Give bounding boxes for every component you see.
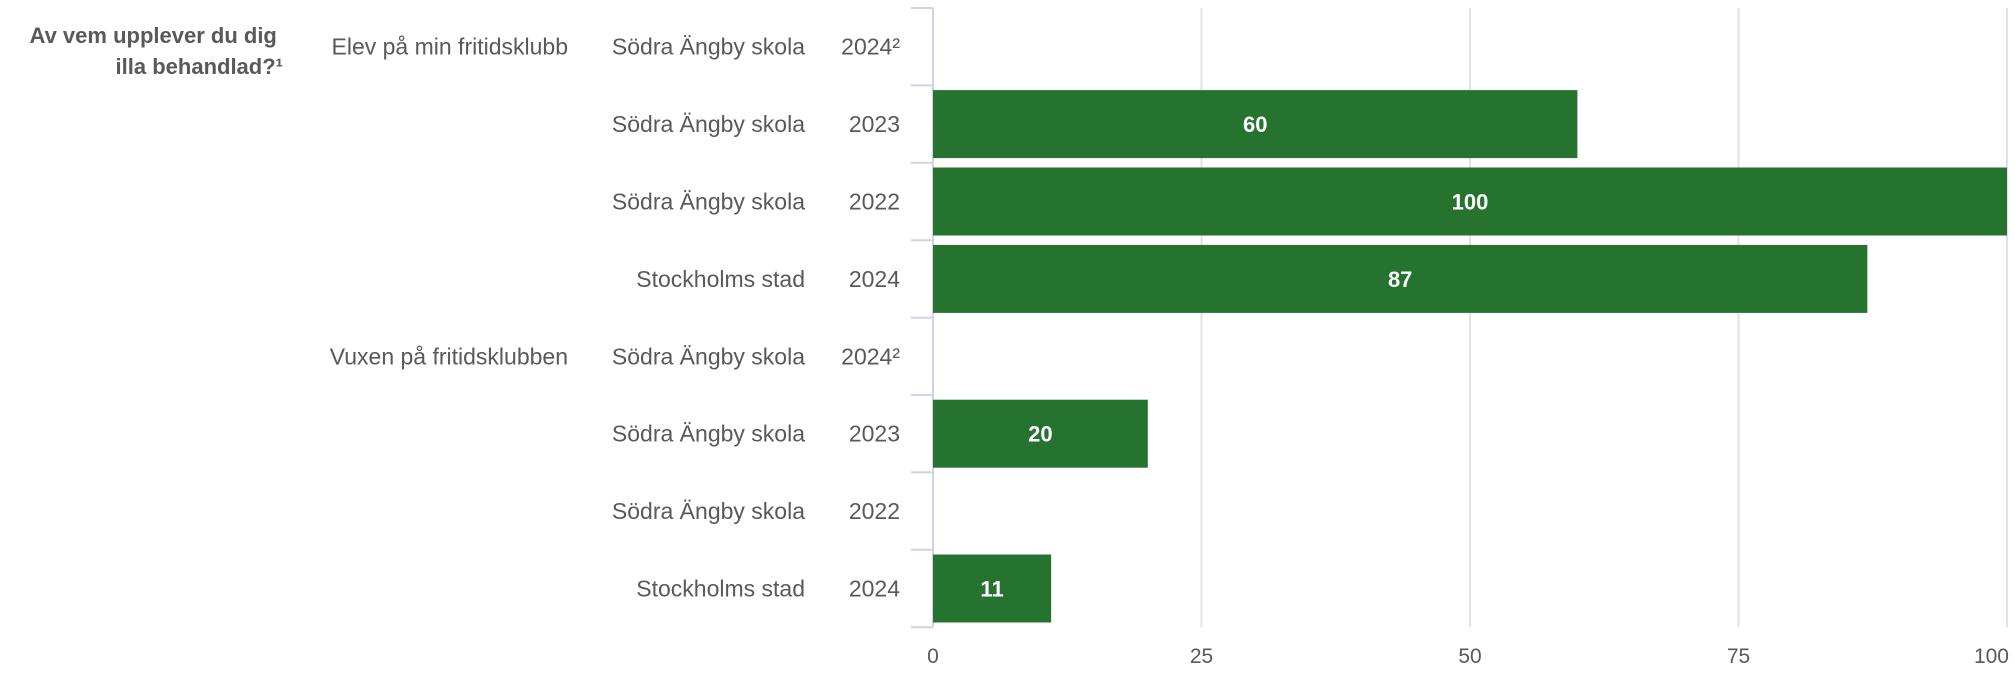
school-label: Södra Ängby skola bbox=[612, 421, 805, 447]
group-label: Elev på min fritidsklubb bbox=[332, 34, 569, 60]
category-axis bbox=[911, 7, 934, 629]
school-label: Södra Ängby skola bbox=[612, 189, 805, 215]
bar bbox=[933, 244, 1868, 313]
x-tick-label-100: 100 bbox=[1974, 645, 2009, 668]
year-label: 2022 bbox=[849, 498, 900, 524]
bar bbox=[933, 554, 1052, 623]
school-label: Södra Ängby skola bbox=[612, 498, 805, 524]
question-title-line-1: Av vem upplever du dig bbox=[30, 23, 277, 48]
school-label: Södra Ängby skola bbox=[612, 34, 805, 60]
row-labels: Elev på min fritidsklubb Södra Ängby skol… bbox=[330, 34, 901, 602]
year-label: 2024² bbox=[841, 34, 900, 60]
school-label: Södra Ängby skola bbox=[612, 343, 805, 369]
data-label: 100 bbox=[1452, 190, 1489, 215]
bars: 60 100 87 20 11 bbox=[933, 90, 2007, 623]
question-title-line-2: illa behandlad?¹ bbox=[116, 54, 283, 79]
school-label: Stockholms stad bbox=[636, 266, 805, 292]
bar bbox=[933, 399, 1148, 468]
year-label: 2024² bbox=[841, 343, 900, 369]
year-label: 2024 bbox=[849, 266, 900, 292]
school-label: Södra Ängby skola bbox=[612, 111, 805, 137]
x-tick-label-50: 50 bbox=[1458, 645, 1481, 668]
x-tick-label-75: 75 bbox=[1727, 645, 1750, 668]
x-tick-label-25: 25 bbox=[1190, 645, 1213, 668]
school-label: Stockholms stad bbox=[636, 576, 805, 602]
year-label: 2023 bbox=[849, 421, 900, 447]
year-label: 2022 bbox=[849, 189, 900, 215]
data-label: 87 bbox=[1388, 267, 1412, 292]
x-tick-label-0: 0 bbox=[927, 645, 939, 668]
group-label: Vuxen på fritidsklubben bbox=[330, 343, 568, 369]
bar bbox=[933, 167, 2007, 236]
x-axis-ticks: 0 25 50 75 100 bbox=[927, 645, 2009, 668]
question-title: Av vem upplever du dig illa behandlad?¹ bbox=[30, 23, 283, 79]
year-label: 2024 bbox=[849, 576, 900, 602]
data-label: 60 bbox=[1243, 112, 1267, 137]
bar bbox=[933, 90, 1578, 159]
data-label: 20 bbox=[1028, 422, 1052, 447]
year-label: 2023 bbox=[849, 111, 900, 137]
data-label: 11 bbox=[980, 577, 1003, 602]
